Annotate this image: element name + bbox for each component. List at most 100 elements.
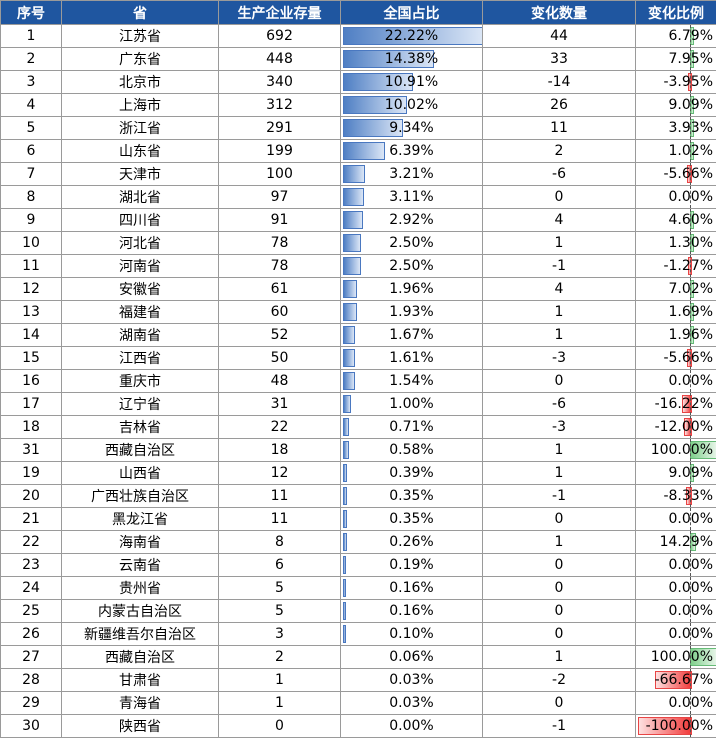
- cell-change[interactable]: -6: [482, 162, 636, 186]
- cell-index[interactable]: 2: [0, 47, 62, 71]
- cell-index[interactable]: 3: [0, 70, 62, 94]
- cell-index[interactable]: 1: [0, 24, 62, 48]
- cell-index[interactable]: 7: [0, 162, 62, 186]
- cell-province[interactable]: 北京市: [61, 70, 219, 94]
- table-row[interactable]: 2 广东省 448 14.38% 33 7.95%: [0, 47, 716, 71]
- table-row[interactable]: 17 辽宁省 31 1.00% -6 -16.22%: [0, 392, 716, 416]
- table-row[interactable]: 30 陕西省 0 0.00% -1 -100.00%: [0, 714, 716, 738]
- cell-share[interactable]: 6.39%: [340, 139, 483, 163]
- cell-change[interactable]: 1: [482, 461, 636, 485]
- cell-ratio[interactable]: -5.66%: [635, 346, 716, 370]
- cell-province[interactable]: 广西壮族自治区: [61, 484, 219, 508]
- cell-count[interactable]: 61: [218, 277, 341, 301]
- cell-count[interactable]: 5: [218, 576, 341, 600]
- table-row[interactable]: 4 上海市 312 10.02% 26 9.09%: [0, 93, 716, 117]
- table-row[interactable]: 18 吉林省 22 0.71% -3 -12.00%: [0, 415, 716, 439]
- cell-count[interactable]: 50: [218, 346, 341, 370]
- cell-count[interactable]: 18: [218, 438, 341, 462]
- cell-ratio[interactable]: 0.00%: [635, 553, 716, 577]
- cell-index[interactable]: 12: [0, 277, 62, 301]
- cell-index[interactable]: 22: [0, 530, 62, 554]
- cell-change[interactable]: 0: [482, 185, 636, 209]
- cell-ratio[interactable]: 4.60%: [635, 208, 716, 232]
- cell-share[interactable]: 0.03%: [340, 668, 483, 692]
- cell-share[interactable]: 10.02%: [340, 93, 483, 117]
- cell-province[interactable]: 安徽省: [61, 277, 219, 301]
- table-row[interactable]: 29 青海省 1 0.03% 0 0.00%: [0, 691, 716, 715]
- header-index[interactable]: 序号: [0, 0, 62, 25]
- cell-share[interactable]: 1.67%: [340, 323, 483, 347]
- cell-ratio[interactable]: -100.00%: [635, 714, 716, 738]
- cell-ratio[interactable]: 0.00%: [635, 507, 716, 531]
- cell-ratio[interactable]: 1.96%: [635, 323, 716, 347]
- cell-ratio[interactable]: 7.95%: [635, 47, 716, 71]
- cell-ratio[interactable]: 1.30%: [635, 231, 716, 255]
- cell-count[interactable]: 3: [218, 622, 341, 646]
- cell-province[interactable]: 福建省: [61, 300, 219, 324]
- table-row[interactable]: 9 四川省 91 2.92% 4 4.60%: [0, 208, 716, 232]
- table-row[interactable]: 7 天津市 100 3.21% -6 -5.66%: [0, 162, 716, 186]
- table-row[interactable]: 24 贵州省 5 0.16% 0 0.00%: [0, 576, 716, 600]
- cell-change[interactable]: 4: [482, 208, 636, 232]
- cell-index[interactable]: 23: [0, 553, 62, 577]
- cell-count[interactable]: 199: [218, 139, 341, 163]
- cell-change[interactable]: 1: [482, 530, 636, 554]
- cell-count[interactable]: 2: [218, 645, 341, 669]
- cell-index[interactable]: 29: [0, 691, 62, 715]
- cell-change[interactable]: 0: [482, 691, 636, 715]
- cell-share[interactable]: 0.58%: [340, 438, 483, 462]
- cell-province[interactable]: 河北省: [61, 231, 219, 255]
- cell-ratio[interactable]: 3.93%: [635, 116, 716, 140]
- cell-change[interactable]: 1: [482, 231, 636, 255]
- cell-province[interactable]: 浙江省: [61, 116, 219, 140]
- cell-province[interactable]: 甘肃省: [61, 668, 219, 692]
- cell-count[interactable]: 31: [218, 392, 341, 416]
- cell-count[interactable]: 448: [218, 47, 341, 71]
- cell-count[interactable]: 11: [218, 484, 341, 508]
- cell-change[interactable]: 0: [482, 599, 636, 623]
- cell-share[interactable]: 0.19%: [340, 553, 483, 577]
- cell-count[interactable]: 8: [218, 530, 341, 554]
- cell-province[interactable]: 陕西省: [61, 714, 219, 738]
- cell-count[interactable]: 1: [218, 691, 341, 715]
- cell-count[interactable]: 6: [218, 553, 341, 577]
- cell-index[interactable]: 10: [0, 231, 62, 255]
- cell-ratio[interactable]: -66.67%: [635, 668, 716, 692]
- cell-index[interactable]: 28: [0, 668, 62, 692]
- cell-index[interactable]: 20: [0, 484, 62, 508]
- cell-index[interactable]: 13: [0, 300, 62, 324]
- cell-province[interactable]: 内蒙古自治区: [61, 599, 219, 623]
- cell-change[interactable]: 4: [482, 277, 636, 301]
- cell-share[interactable]: 14.38%: [340, 47, 483, 71]
- cell-change[interactable]: -3: [482, 415, 636, 439]
- cell-province[interactable]: 山东省: [61, 139, 219, 163]
- cell-ratio[interactable]: 9.09%: [635, 93, 716, 117]
- cell-index[interactable]: 19: [0, 461, 62, 485]
- cell-count[interactable]: 291: [218, 116, 341, 140]
- cell-ratio[interactable]: 0.00%: [635, 599, 716, 623]
- cell-province[interactable]: 云南省: [61, 553, 219, 577]
- table-row[interactable]: 19 山西省 12 0.39% 1 9.09%: [0, 461, 716, 485]
- cell-count[interactable]: 12: [218, 461, 341, 485]
- table-row[interactable]: 27 西藏自治区 2 0.06% 1 100.00%: [0, 645, 716, 669]
- cell-province[interactable]: 江西省: [61, 346, 219, 370]
- cell-index[interactable]: 9: [0, 208, 62, 232]
- cell-share[interactable]: 0.39%: [340, 461, 483, 485]
- table-row[interactable]: 10 河北省 78 2.50% 1 1.30%: [0, 231, 716, 255]
- cell-province[interactable]: 上海市: [61, 93, 219, 117]
- cell-change[interactable]: -2: [482, 668, 636, 692]
- cell-province[interactable]: 贵州省: [61, 576, 219, 600]
- cell-ratio[interactable]: -8.33%: [635, 484, 716, 508]
- table-row[interactable]: 3 北京市 340 10.91% -14 -3.95%: [0, 70, 716, 94]
- cell-share[interactable]: 0.10%: [340, 622, 483, 646]
- cell-ratio[interactable]: 100.00%: [635, 438, 716, 462]
- cell-change[interactable]: 1: [482, 645, 636, 669]
- table-row[interactable]: 15 江西省 50 1.61% -3 -5.66%: [0, 346, 716, 370]
- cell-index[interactable]: 25: [0, 599, 62, 623]
- header-share[interactable]: 全国占比: [340, 0, 483, 25]
- table-row[interactable]: 26 新疆维吾尔自治区 3 0.10% 0 0.00%: [0, 622, 716, 646]
- cell-ratio[interactable]: -16.22%: [635, 392, 716, 416]
- table-row[interactable]: 12 安徽省 61 1.96% 4 7.02%: [0, 277, 716, 301]
- cell-change[interactable]: 44: [482, 24, 636, 48]
- cell-province[interactable]: 重庆市: [61, 369, 219, 393]
